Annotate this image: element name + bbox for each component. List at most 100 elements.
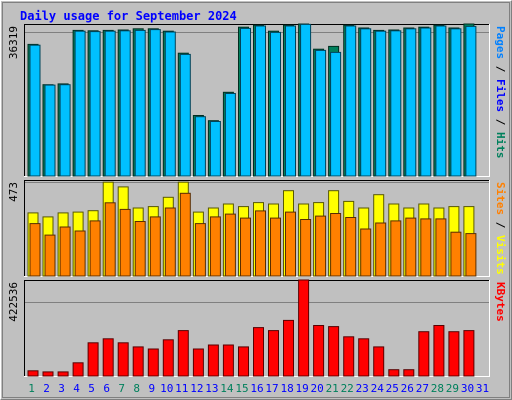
legend-entry-sites: Sites [494, 182, 507, 215]
bar-hits-files-day-19 [300, 23, 312, 177]
bar-visits-sites-day-19 [300, 219, 312, 277]
x-tick-label-day-6: 6 [103, 382, 110, 395]
bar-hits-files-day-23 [360, 28, 372, 177]
bar-visits-sites-day-13 [209, 216, 221, 277]
legend-entry-pages: Pages [494, 26, 507, 59]
x-tick-label-day-2: 2 [43, 382, 50, 395]
bar-visits-sites-day-25 [390, 220, 402, 277]
bar-kbytes-kbytes-day-19 [298, 279, 310, 377]
bar-kbytes-kbytes-day-29 [448, 331, 460, 377]
legend-entry-hits: Hits [494, 132, 507, 159]
bar-hits-files-day-18 [285, 25, 296, 177]
bar-kbytes-kbytes-day-21 [328, 326, 340, 377]
bar-hits-files-day-16 [255, 25, 266, 177]
legend-entry-files: Files [494, 79, 507, 112]
bar-hits-files-day-2 [44, 84, 56, 177]
panel-kbytes-y-tick-label: 422536 [7, 282, 20, 322]
bar-hits-files-day-7 [119, 30, 131, 177]
x-tick-label-day-4: 4 [73, 382, 80, 395]
bar-visits-sites-day-27 [420, 218, 432, 277]
bar-kbytes-kbytes-day-14 [222, 344, 234, 377]
bar-visits-sites-day-11 [179, 192, 191, 277]
bar-hits-files-day-10 [164, 31, 176, 177]
x-tick-label-day-26: 26 [401, 382, 414, 395]
panel-hits-legend: Pages / Files / Hits [494, 26, 507, 159]
legend-entry-visits: Visits [494, 235, 507, 275]
bar-hits-files-day-3 [59, 84, 71, 177]
x-tick-label-day-17: 17 [265, 382, 278, 395]
bar-hits-files-day-27 [420, 27, 432, 177]
bar-visits-sites-day-29 [450, 231, 462, 277]
bar-hits-files-day-12 [194, 116, 206, 177]
bar-hits-files-day-25 [390, 30, 402, 177]
panel-hits-y-tick-label: 36319 [7, 26, 20, 59]
x-tick-label-day-10: 10 [160, 382, 173, 395]
legend-entry-kbytes: KBytes [494, 282, 507, 322]
bar-kbytes-kbytes-day-1 [27, 370, 39, 377]
bar-hits-files-day-22 [345, 25, 357, 177]
bar-kbytes-kbytes-day-13 [207, 344, 219, 377]
bar-hits-files-day-4 [74, 30, 86, 177]
bar-visits-sites-day-12 [194, 223, 206, 277]
x-tick-label-day-8: 8 [133, 382, 140, 395]
x-tick-label-day-22: 22 [341, 382, 354, 395]
legend-separator: / [494, 215, 507, 235]
bar-hits-files-day-26 [405, 28, 417, 177]
bar-visits-sites-day-30 [465, 233, 477, 277]
x-tick-label-day-20: 20 [310, 382, 323, 395]
bar-kbytes-kbytes-day-27 [418, 331, 430, 377]
bar-hits-files-day-28 [435, 25, 447, 177]
bar-hits-files-day-9 [149, 29, 161, 177]
x-tick-label-day-1: 1 [28, 382, 35, 395]
chart-title: Daily usage for September 2024 [20, 9, 237, 23]
bar-hits-files-day-17 [270, 31, 281, 177]
x-tick-label-day-11: 11 [175, 382, 188, 395]
x-tick-label-day-7: 7 [118, 382, 125, 395]
bar-kbytes-kbytes-day-10 [162, 339, 174, 377]
x-tick-label-day-3: 3 [58, 382, 65, 395]
panel-visits-legend: Sites / Visits [494, 182, 507, 275]
panel-kbytes-legend: KBytes [494, 282, 507, 322]
bar-visits-sites-day-18 [285, 211, 296, 277]
bar-kbytes-kbytes-day-16 [253, 327, 264, 377]
x-tick-label-day-24: 24 [371, 382, 385, 395]
bar-kbytes-kbytes-day-26 [403, 369, 415, 377]
x-tick-label-day-28: 28 [431, 382, 444, 395]
bar-kbytes-kbytes-day-8 [132, 346, 144, 377]
bar-visits-sites-day-4 [74, 230, 86, 277]
panel-hits-border-dark [24, 24, 490, 177]
bar-visits-sites-day-26 [405, 217, 417, 277]
bar-kbytes-kbytes-day-11 [177, 330, 189, 377]
bar-hits-files-day-8 [134, 29, 146, 177]
bar-hits-files-day-14 [224, 93, 236, 177]
bar-kbytes-kbytes-day-30 [463, 330, 475, 377]
x-tick-label-day-25: 25 [386, 382, 399, 395]
bar-hits-files-day-5 [89, 31, 101, 177]
bar-kbytes-kbytes-day-24 [373, 346, 385, 377]
panel-kbytes-border-dark [24, 280, 490, 377]
bar-visits-sites-day-7 [119, 208, 131, 277]
bar-visits-sites-day-20 [315, 215, 327, 277]
bar-visits-sites-day-24 [375, 222, 387, 277]
bar-hits-files-day-1 [29, 44, 41, 177]
bar-hits-files-day-29 [450, 28, 462, 177]
bar-hits-files-day-6 [104, 30, 116, 177]
x-tick-label-day-14: 14 [220, 382, 234, 395]
bar-visits-sites-day-2 [44, 234, 56, 277]
bar-visits-sites-day-15 [240, 217, 251, 277]
bar-visits-sites-day-9 [149, 216, 161, 277]
panel-visits-y-tick-label: 473 [7, 182, 20, 202]
bar-visits-sites-day-1 [29, 223, 41, 277]
bar-kbytes-kbytes-day-12 [192, 348, 204, 377]
x-tick-label-day-9: 9 [148, 382, 155, 395]
x-tick-label-day-19: 19 [295, 382, 308, 395]
bar-kbytes-kbytes-day-5 [87, 342, 99, 377]
bar-visits-sites-day-28 [435, 218, 447, 277]
bar-kbytes-kbytes-day-17 [268, 330, 279, 377]
bar-hits-files-day-21 [330, 51, 342, 177]
x-tick-label-day-16: 16 [250, 382, 263, 395]
x-tick-label-day-12: 12 [190, 382, 203, 395]
x-tick-label-day-30: 30 [461, 382, 474, 395]
